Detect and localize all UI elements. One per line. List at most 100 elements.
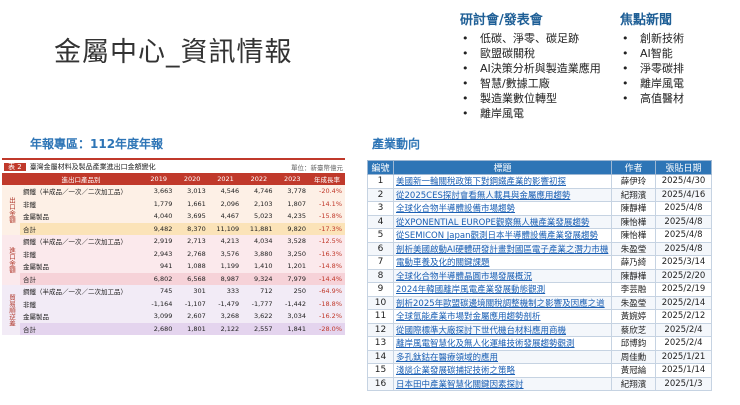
value-cell: 4,546 xyxy=(208,185,243,198)
post-date: 2025/4/8 xyxy=(655,241,712,256)
focus-item[interactable]: 高值醫材 xyxy=(620,91,684,106)
post-date: 2025/1/14 xyxy=(655,363,712,378)
value-cell: 2,103 xyxy=(242,197,276,210)
growth-rate-cell: -16.3% xyxy=(309,247,345,260)
value-cell: 5,023 xyxy=(242,210,276,223)
events-item[interactable]: 低碳、淨零、碳足跡 xyxy=(460,31,601,46)
events-box: 研討會/發表會 低碳、淨零、碳足跡 歐盟碳關稅 AI決策分析與製造業應用 智慧/… xyxy=(460,9,601,121)
focus-item[interactable]: AI智能 xyxy=(620,46,684,61)
row-number: 11 xyxy=(367,309,394,324)
article-author: 黃婉婷 xyxy=(611,309,656,324)
article-link[interactable]: 美國新一輪關稅政策下對鋼鐵產業的影響初探 xyxy=(393,174,612,189)
value-cell: -1,442 xyxy=(275,297,309,310)
table-row: 金屬製品 3,099 2,607 3,268 3,622 3,034 -16.2% xyxy=(2,310,345,323)
article-author: 李芸融 xyxy=(611,282,656,297)
value-cell: 7,979 xyxy=(275,272,309,285)
value-cell: 9,482 xyxy=(142,222,176,235)
industry-trends-title: 產業動向 xyxy=(372,137,421,151)
article-author: 邱博鈞 xyxy=(611,336,656,351)
focus-item[interactable]: 創新技術 xyxy=(620,31,684,46)
growth-rate-cell: -16.2% xyxy=(309,310,345,323)
focus-heading[interactable]: 焦點新聞 xyxy=(620,13,673,28)
events-item[interactable]: 離岸風電 xyxy=(460,106,601,121)
row-group-label: 出口金額 xyxy=(2,185,20,235)
table-row: 貿易順逆差 鋼鐵（半成品／一次／二次加工品） 745 301 333 712 250 -64.… xyxy=(2,285,345,335)
row-number: 9 xyxy=(367,282,394,297)
article-link[interactable]: 全球化合物半導體晶圓市場發展概況 xyxy=(393,268,612,283)
row-group-label: 進口金額 xyxy=(2,235,20,285)
article-link[interactable]: 剖析美國啟動AI硬體研發計畫對國區電子產業之潛力市機 xyxy=(393,241,612,256)
focus-list: 創新技術 AI智能 淨零碳排 離岸風電 高值醫材 xyxy=(620,31,684,106)
value-cell: 1,088 xyxy=(175,260,209,273)
growth-rate-cell: -17.3% xyxy=(309,222,345,235)
industry-header-cell: 張貼日期 xyxy=(655,160,712,175)
table-header-row: 進出口產品別 2019 2020 2021 2022 2023 年成長率 xyxy=(2,173,345,185)
growth-rate-cell: -28.0% xyxy=(309,322,345,335)
events-item[interactable]: AI決策分析與製造業應用 xyxy=(460,61,601,76)
events-item[interactable]: 製造業數位轉型 xyxy=(460,91,601,106)
article-link[interactable]: 從SEMICON Japan觀測日本半導體設備產業發展趨勢 xyxy=(393,228,612,243)
value-cell: 250 xyxy=(275,285,309,298)
article-link[interactable]: 多孔鈦鈷在醫療領域的應用 xyxy=(393,349,612,364)
value-cell: 1,779 xyxy=(142,197,176,210)
value-cell: 3,034 xyxy=(275,310,309,323)
article-link[interactable]: 從XPONENTIAL EUROPE觀察無人機產業發展趨勢 xyxy=(393,214,612,229)
value-cell: 3,576 xyxy=(208,247,243,260)
article-link[interactable]: 全球化合物半導體設備市場趨勢 xyxy=(393,201,612,216)
focus-item[interactable]: 離岸風電 xyxy=(620,76,684,91)
article-author: 紀翔濱 xyxy=(611,376,656,391)
events-item[interactable]: 歐盟碳關稅 xyxy=(460,46,601,61)
article-link[interactable]: 電動車養及化的關鍵課題 xyxy=(393,255,612,270)
row-item-label: 非鐵 xyxy=(20,247,142,260)
table-row: 合計 9,482 8,370 11,109 11,881 9,820 -17.3% xyxy=(2,222,345,235)
value-cell: 2,122 xyxy=(208,322,243,335)
page-title: 金屬中心_資訊情報 xyxy=(54,37,293,68)
import-export-table: 進出口產品別 2019 2020 2021 2022 2023 年成長率 出口金額 鋼鐵（半成… xyxy=(2,173,345,335)
focus-item[interactable]: 淨零碳排 xyxy=(620,61,684,76)
value-cell: 333 xyxy=(208,285,243,298)
events-heading[interactable]: 研討會/發表會 xyxy=(460,13,543,28)
post-date: 2025/2/4 xyxy=(655,336,712,351)
row-item-label: 鋼鐵（半成品／一次／二次加工品） xyxy=(20,235,142,248)
article-link[interactable]: 從2025CES探討會看無人載具與金屬應用趨勢 xyxy=(393,187,612,202)
industry-row: 11 全球氫能產業市場對金屬應用趨勢剖析 黃婉婷 2025/2/12 xyxy=(367,309,712,324)
annual-report-table-image[interactable]: 表 2 臺灣金屬材料及製品產業進出口金額變化 單位：新臺幣億元 進出口產品別 201… xyxy=(2,158,345,400)
value-cell: 2,557 xyxy=(242,322,276,335)
industry-row: 7 電動車養及化的關鍵課題 薛乃綺 2025/3/14 xyxy=(367,255,712,270)
industry-row: 13 離岸風電智慧化及無人化運維技術發展趨勢觀測 邱博鈞 2025/2/4 xyxy=(367,336,712,351)
row-item-label: 金屬製品 xyxy=(20,310,142,323)
article-link[interactable]: 離岸風電智慧化及無人化運維技術發展趨勢觀測 xyxy=(393,336,612,351)
growth-rate-cell: -20.4% xyxy=(309,185,345,198)
industry-row: 12 從國際標準大廠探討下世代機台材料應用商機 蔡欣芝 2025/2/4 xyxy=(367,322,712,337)
row-number: 16 xyxy=(367,376,394,391)
article-link[interactable]: 淺談企業發展碳捕捉技術之策略 xyxy=(393,363,612,378)
article-link[interactable]: 從國際標準大廠探討下世代機台材料應用商機 xyxy=(393,322,612,337)
table-header-cell xyxy=(2,173,20,185)
post-date: 2025/2/20 xyxy=(655,268,712,283)
table-header-cell: 年成長率 xyxy=(309,173,345,185)
value-cell: 1,841 xyxy=(275,322,309,335)
value-cell: 11,881 xyxy=(242,222,276,235)
value-cell: 8,987 xyxy=(208,272,243,285)
row-item-label: 非鐵 xyxy=(20,297,142,310)
row-number: 14 xyxy=(367,349,394,364)
table-header-cell: 2022 xyxy=(242,173,276,185)
value-cell: 3,268 xyxy=(208,310,243,323)
value-cell: 2,768 xyxy=(175,247,209,260)
events-item[interactable]: 智慧/數據工廠 xyxy=(460,76,601,91)
value-cell: 712 xyxy=(242,285,276,298)
post-date: 2025/2/19 xyxy=(655,282,712,297)
article-link[interactable]: 2024年韓國離岸風電產業發展動態觀測 xyxy=(393,282,612,297)
industry-header-cell: 編號 xyxy=(367,160,394,175)
post-date: 2025/4/8 xyxy=(655,228,712,243)
growth-rate-cell: -14.4% xyxy=(309,272,345,285)
article-link[interactable]: 日本田中產業智慧化關鍵因素探討 xyxy=(393,376,612,391)
article-author: 紀翔濱 xyxy=(611,187,656,202)
value-cell: 2,713 xyxy=(175,235,209,248)
value-cell: 4,467 xyxy=(208,210,243,223)
article-link[interactable]: 全球氫能產業市場對金屬應用趨勢剖析 xyxy=(393,309,612,324)
value-cell: -1,479 xyxy=(208,297,243,310)
article-link[interactable]: 剖析2025年歐盟碳邊境關稅調整機制之影響及因應之道 xyxy=(393,295,612,310)
value-cell: 2,919 xyxy=(142,235,176,248)
annual-report-title[interactable]: 年報專區：112年度年報 xyxy=(30,137,164,151)
